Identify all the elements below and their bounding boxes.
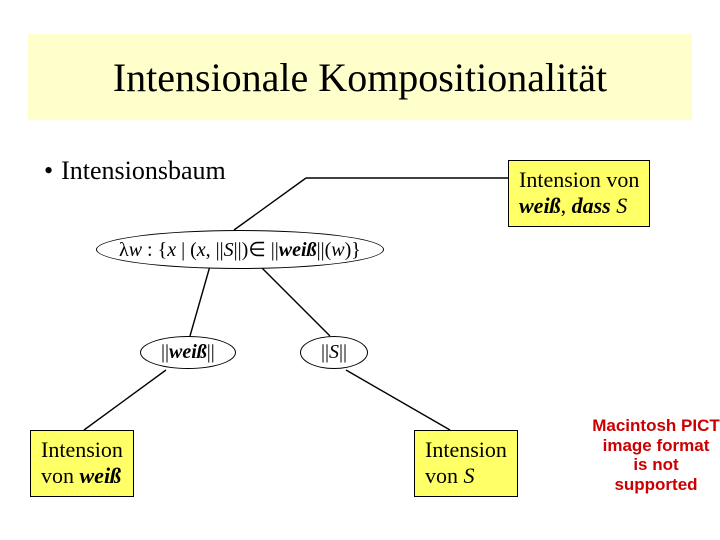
title-banner: Intensionale Kompositionalität: [28, 34, 692, 120]
annotation-box-left: Intensionvon weiß: [30, 430, 134, 497]
watermark-line: image format: [592, 436, 720, 456]
annotation-box-middle: Intensionvon S: [414, 430, 518, 497]
page-title: Intensionale Kompositionalität: [113, 54, 607, 101]
bullet-row: • Intensionsbaum: [44, 156, 226, 186]
bullet-marker: •: [44, 156, 53, 186]
annotation-box-right: Intension vonweiß, dass S: [508, 160, 650, 227]
bullet-text: Intensionsbaum: [61, 156, 226, 186]
watermark-line: is not supported: [592, 455, 720, 494]
tree-left-node: ||weiß||: [140, 336, 236, 369]
tree-right-node: ||S||: [300, 336, 368, 369]
watermark-line: Macintosh PICT: [592, 416, 720, 436]
pict-watermark: Macintosh PICT image format is not suppo…: [592, 416, 720, 494]
tree-root-node: λw : {x | (x, ||S||)∈ ||weiß||(w)}: [96, 230, 384, 269]
